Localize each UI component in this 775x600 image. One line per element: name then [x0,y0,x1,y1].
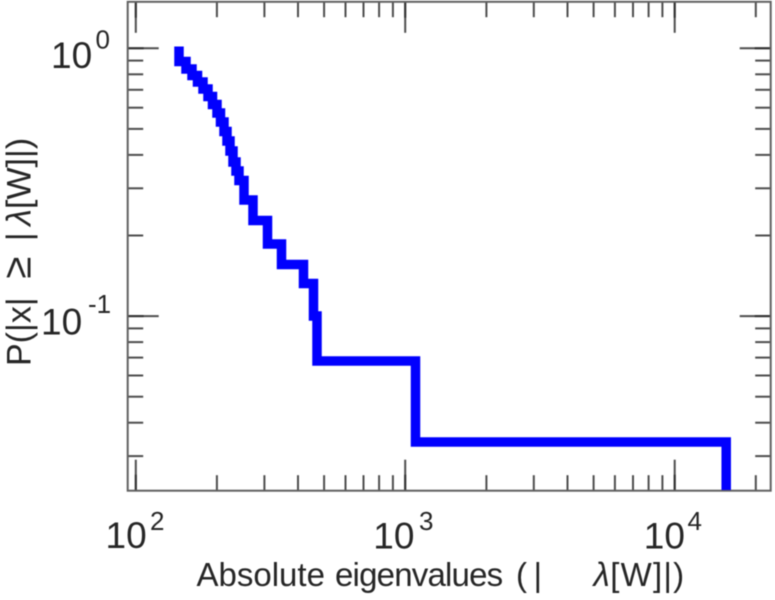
svg-text:λ[W]|): λ[W]|) [592,556,686,593]
svg-text:P(|x| ≥ |λ[W]|): P(|x| ≥ |λ[W]|) [0,138,40,366]
svg-text:eigenvalues: eigenvalues [335,556,503,593]
svg-text:10: 10 [644,516,685,557]
svg-text:4: 4 [688,506,702,536]
svg-text:10: 10 [41,302,82,343]
svg-text:|: | [534,556,543,593]
svg-text:3: 3 [419,506,433,536]
svg-text:Absolute: Absolute [197,556,325,593]
svg-text:-1: -1 [88,289,111,319]
svg-text:(: ( [516,556,527,593]
svg-text:10: 10 [106,515,147,556]
svg-text:10: 10 [51,35,92,76]
svg-text:10: 10 [373,516,414,557]
svg-text:2: 2 [150,506,164,536]
svg-text:0: 0 [96,25,110,55]
